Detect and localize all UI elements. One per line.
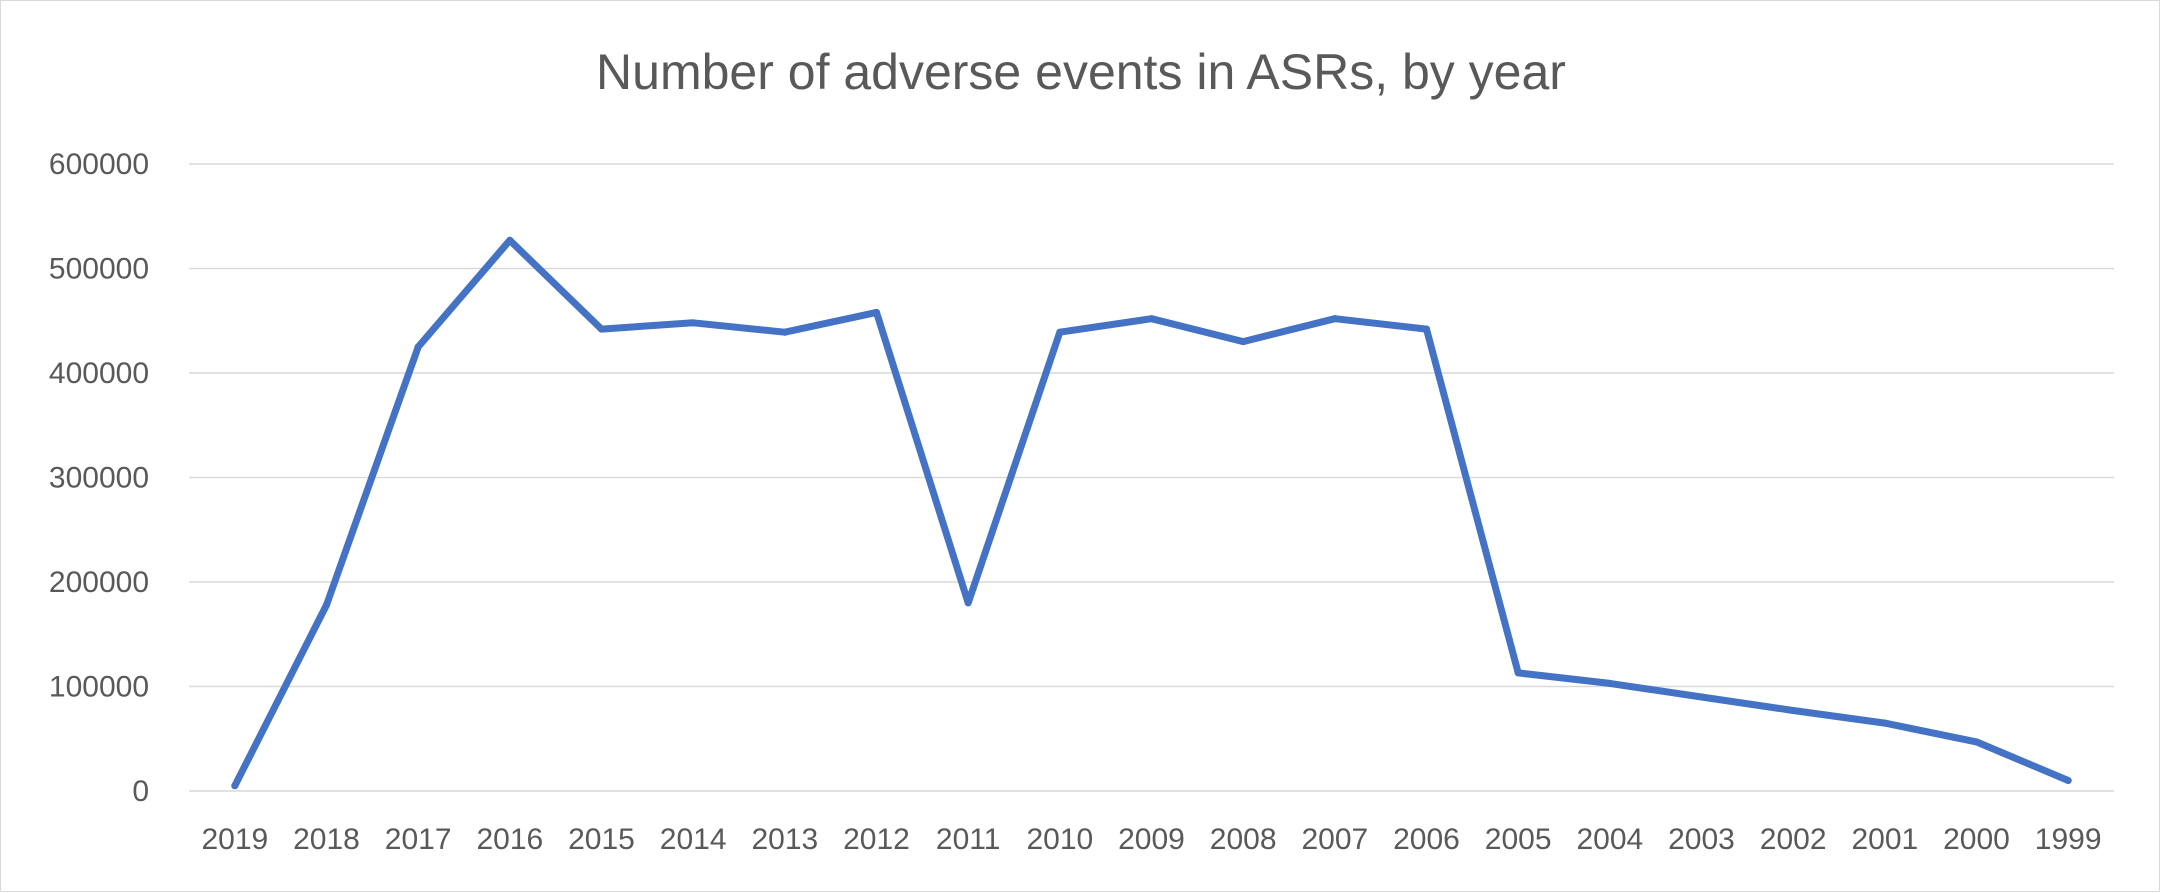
y-tick-label: 100000 (49, 671, 149, 704)
y-axis-tick-labels: 0 100000 200000 300000 400000 500000 600000 (49, 148, 149, 808)
x-tick-label: 2012 (843, 823, 910, 856)
x-tick-label: 2013 (751, 823, 818, 856)
data-point (964, 599, 972, 607)
x-tick-label: 2000 (1943, 823, 2010, 856)
data-point (1056, 328, 1064, 336)
data-point (1331, 315, 1339, 323)
data-point (1606, 679, 1614, 687)
x-tick-label: 2005 (1485, 823, 1552, 856)
data-point (1148, 315, 1155, 323)
x-tick-label: 2018 (293, 823, 360, 856)
data-point (323, 601, 330, 609)
x-tick-label: 2003 (1668, 823, 1735, 856)
y-tick-label: 200000 (49, 566, 149, 599)
y-tick-label: 600000 (49, 148, 149, 181)
data-point (1973, 738, 1980, 746)
x-axis-tick-labels: 2019 2018 2017 2016 2015 2014 2013 2012 2011 2010… (201, 823, 2101, 856)
y-tick-label: 0 (132, 775, 149, 808)
data-point (506, 236, 514, 244)
data-point (1514, 669, 1522, 677)
x-tick-label: 2008 (1210, 823, 1277, 856)
gridlines (189, 163, 2114, 792)
x-tick-label: 2007 (1301, 823, 1368, 856)
data-point (873, 308, 880, 316)
x-tick-label: 2017 (385, 823, 452, 856)
x-tick-label: 2014 (660, 823, 727, 856)
x-tick-label: 2006 (1393, 823, 1460, 856)
chart-title: Number of adverse events in ASRs, by yea… (596, 44, 1566, 100)
x-tick-label: 2019 (201, 823, 268, 856)
data-point (1423, 325, 1430, 333)
data-point (1881, 719, 1889, 727)
x-tick-label: 2004 (1576, 823, 1643, 856)
data-point (1789, 707, 1797, 715)
data-point (2064, 777, 2072, 785)
data-point (781, 328, 789, 336)
x-tick-label: 2016 (476, 823, 543, 856)
y-tick-label: 400000 (49, 357, 149, 390)
data-point (598, 325, 605, 333)
x-tick-label: 2011 (936, 823, 1001, 856)
x-tick-label: 2001 (1851, 823, 1918, 856)
x-tick-label: 1999 (2035, 823, 2102, 856)
y-tick-label: 500000 (49, 253, 149, 286)
data-point (689, 319, 697, 327)
x-tick-label: 2002 (1760, 823, 1827, 856)
x-tick-label: 2009 (1118, 823, 1185, 856)
data-point (1239, 338, 1247, 346)
x-tick-label: 2010 (1026, 823, 1093, 856)
x-tick-label: 2015 (568, 823, 635, 856)
series-layer (231, 236, 2072, 790)
data-point (1698, 693, 1705, 701)
data-point (414, 343, 422, 351)
data-point (231, 782, 239, 790)
y-tick-label: 300000 (49, 462, 149, 495)
